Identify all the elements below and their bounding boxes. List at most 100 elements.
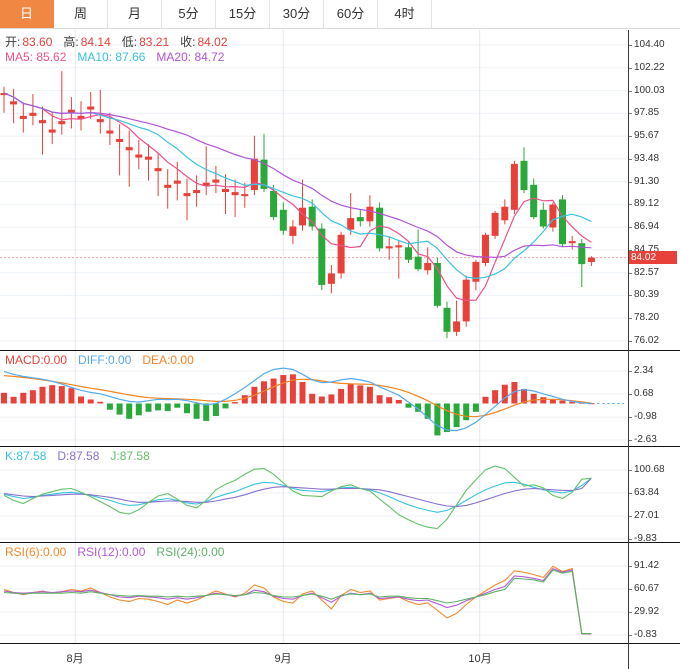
axis-tick [628,371,632,372]
rsi-indicator-chart[interactable] [0,543,628,643]
axis-tick-label: 78.20 [634,312,660,323]
axis-tick [628,318,632,319]
axis-tick [628,470,632,471]
panel-separator [0,350,680,351]
readout-text: DIFF:0.00 [78,353,132,367]
axis-tick-label: -0.98 [634,411,657,422]
kdj-readout: K:87.58 D:87.58 J:87.58 [5,449,161,463]
axis-tick [628,204,632,205]
axis-tick-label: 91.42 [634,560,660,571]
axis-tick-label: 91.30 [634,176,660,187]
axis-tick-label: 76.02 [634,335,660,346]
tab-4hour[interactable]: 4时 [378,0,432,28]
month-label: 8月 [66,653,84,665]
axis-tick [628,273,632,274]
ohlc-label: 高: [63,35,79,49]
readout-text: D:87.58 [57,449,100,463]
readout-text: RSI(24):0.00 [156,545,225,559]
axis-tick-label: 84.75 [634,244,660,255]
ma-readout: MA5: 85.62 MA10: 87.66 MA20: 84.72 [5,50,235,64]
axis-tick [628,113,632,114]
axis-tick [628,417,632,418]
axis-tick [628,493,632,494]
axis-tick [628,566,632,567]
axis-tick-label: 82.57 [634,267,660,278]
axis-tick [628,440,632,441]
axis-tick-label: 80.39 [634,289,660,300]
axis-tick-label: 100.03 [634,85,665,96]
axis-tick [628,295,632,296]
readout-text: DEA:0.00 [142,353,194,367]
axis-tick [628,227,632,228]
tab-day[interactable]: 日 [0,0,54,28]
axis-tick-label: 60.67 [634,583,660,594]
axis-tick-label: 2.34 [634,365,654,376]
month-label: 10月 [468,653,492,665]
macd-indicator-chart[interactable] [0,351,628,446]
readout-text: MA10: 87.66 [77,50,146,64]
axis-tick [628,589,632,590]
ohlc-value: 83.60 [22,35,53,49]
axis-tick-label: 29.92 [634,606,660,617]
panel-separator [0,446,680,447]
ohlc-readout: 开: 83.60 高: 84.14 低: 83.21 收: 84.02 [5,33,239,50]
axis-tick-label: -0.83 [634,629,657,640]
ohlc-label: 开: [5,35,21,49]
ohlc-value: 84.14 [80,35,111,49]
axis-tick-label: 104.40 [634,39,665,50]
axis-tick [628,539,632,540]
rsi-readout: RSI(6):0.00 RSI(12):0.00 RSI(24):0.00 [5,545,235,559]
axis-tick [628,516,632,517]
readout-text: MACD:0.00 [5,353,68,367]
last-price-badge: 84.02 [629,251,677,264]
panel-separator [0,542,680,543]
ohlc-value: 84.02 [197,35,228,49]
axis-tick [628,182,632,183]
axis-tick [628,45,632,46]
readout-text: J:87.58 [110,449,150,463]
ohlc-label: 收: [180,35,196,49]
axis-tick-label: 95.67 [634,130,660,141]
tab-30min[interactable]: 30分 [270,0,324,28]
tab-week[interactable]: 周 [54,0,108,28]
ohlc-label: 低: [121,35,138,49]
axis-tick-label: 63.84 [634,487,660,498]
tab-60min[interactable]: 60分 [324,0,378,28]
readout-text: RSI(12):0.00 [77,545,146,559]
month-label: 9月 [274,653,292,665]
axis-tick [628,159,632,160]
readout-text: MA5: 85.62 [5,50,67,64]
readout-text: K:87.58 [5,449,47,463]
axis-tick-label: -9.83 [634,533,657,544]
readout-text: MA20: 84.72 [156,50,225,64]
timeframe-tabbar: 日周月 5分 15分 30分 60分 4时 [0,0,680,29]
axis-tick [628,91,632,92]
tab-5min[interactable]: 5分 [162,0,216,28]
main-candlestick-chart[interactable] [0,30,628,350]
axis-tick [628,68,632,69]
axis-tick [628,250,632,251]
tab-month[interactable]: 月 [108,0,162,28]
axis-tick-label: 0.68 [634,388,654,399]
axis-tick [628,394,632,395]
tab-15min[interactable]: 15分 [216,0,270,28]
axis-tick [628,341,632,342]
price-axis-line [628,30,629,669]
axis-tick-label: 89.12 [634,198,660,209]
axis-tick-label: 102.22 [634,62,665,73]
axis-tick [628,136,632,137]
axis-tick-label: 27.01 [634,510,660,521]
kdj-indicator-chart[interactable] [0,447,628,542]
axis-tick [628,612,632,613]
axis-tick-label: 97.85 [634,107,660,118]
macd-readout: MACD:0.00 DIFF:0.00 DEA:0.00 [5,353,205,367]
axis-tick-label: 86.94 [634,221,660,232]
axis-tick-label: -2.63 [634,434,657,445]
readout-text: RSI(6):0.00 [5,545,67,559]
axis-tick [628,635,632,636]
panel-separator [0,643,680,644]
axis-tick-label: 93.48 [634,153,660,164]
axis-tick-label: 100.68 [634,464,665,475]
ohlc-value: 83.21 [139,35,170,49]
